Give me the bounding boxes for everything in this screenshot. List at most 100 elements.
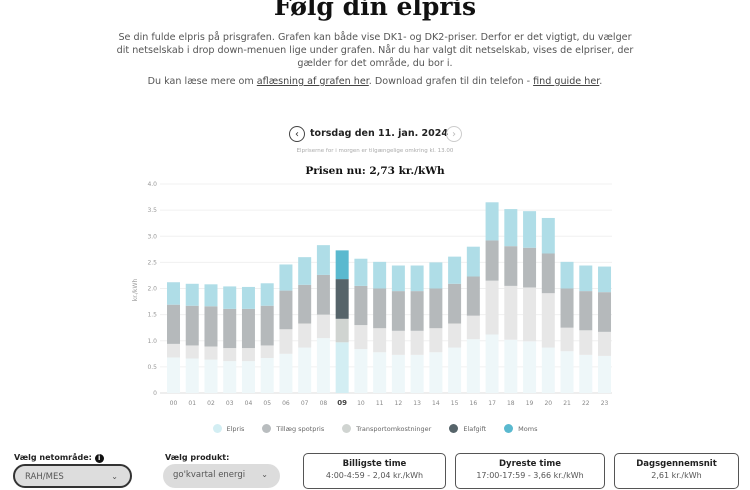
bar-segment-elafgift	[448, 283, 462, 324]
bar-segment-elafgift	[598, 292, 612, 332]
bar-segment-moms	[204, 284, 218, 307]
more-info-text: Du kan læse mere om aflæsning af grafen …	[115, 75, 635, 88]
next-day-button[interactable]: ›	[446, 126, 462, 142]
legend-swatch	[342, 424, 352, 433]
y-tick-label: 2.5	[147, 259, 157, 266]
bar-08[interactable]	[316, 245, 330, 393]
bar-10[interactable]	[354, 258, 368, 393]
bar-segment-moms	[279, 264, 293, 291]
legend-item[interactable]: Elafgift	[449, 424, 486, 433]
bar-segment-transportomkostninger	[485, 280, 499, 335]
page-title: Følg din elpris	[273, 0, 477, 21]
bar-segment-elafgift	[223, 308, 237, 349]
availability-note: Elpriserne for i morgen er tilgængelige …	[296, 148, 454, 154]
bar-segment-transportomkostninger	[241, 348, 255, 362]
previous-day-button[interactable]: ‹	[289, 126, 305, 142]
area-select[interactable]: RAH/MES ⌄	[13, 464, 132, 488]
legend-label: Elpris	[226, 424, 245, 433]
card-value: 17:00-17:59 - 3,66 kr./kWh	[476, 471, 584, 480]
current-price: Prisen nu: 2,73 kr./kWh	[305, 165, 445, 177]
bar-03[interactable]	[223, 286, 237, 393]
legend-item[interactable]: Moms	[504, 424, 537, 433]
bar-segment-elpris	[448, 347, 462, 393]
x-tick-label: 03	[226, 400, 234, 407]
bar-04[interactable]	[241, 286, 255, 393]
bar-segment-elpris	[354, 349, 368, 393]
bar-23[interactable]	[598, 266, 612, 393]
bar-segment-elafgift	[541, 253, 555, 294]
bar-segment-transportomkostninger	[354, 325, 368, 350]
bar-segment-elpris	[335, 342, 349, 393]
bar-segment-moms	[373, 261, 387, 289]
bar-07[interactable]	[298, 257, 312, 393]
bar-00[interactable]	[167, 282, 180, 393]
selected-date: torsdag den 11. jan. 2024	[310, 128, 448, 139]
bar-01[interactable]	[185, 283, 199, 393]
x-tick-label: 11	[376, 400, 384, 407]
bar-segment-elafgift	[204, 306, 218, 347]
bar-06[interactable]	[279, 264, 293, 393]
legend-swatch	[212, 424, 222, 433]
bar-segment-transportomkostninger	[185, 345, 199, 359]
bar-20[interactable]	[541, 217, 555, 393]
product-select[interactable]: go'kvartal energi ⌄	[163, 464, 280, 488]
bar-segment-elpris	[316, 338, 330, 393]
bar-segment-elpris	[541, 347, 555, 393]
product-label: Vælg produkt:	[165, 453, 230, 462]
legend-item[interactable]: Elpris	[212, 424, 245, 433]
legend-swatch	[262, 424, 272, 433]
bar-segment-transportomkostninger	[541, 293, 555, 348]
daily-average-card: Dagsgennemsnit 2,61 kr./kWh	[614, 453, 739, 489]
bar-17[interactable]	[485, 202, 499, 393]
x-tick-label: 21	[563, 400, 571, 407]
y-tick-label: 0	[153, 390, 157, 397]
bar-12[interactable]	[391, 265, 405, 393]
bar-segment-transportomkostninger	[298, 323, 312, 348]
legend-item[interactable]: Transportomkostninger	[342, 424, 431, 433]
legend-item[interactable]: Tillæg spotpris	[262, 424, 324, 433]
y-tick-label: 2.0	[147, 286, 157, 293]
bar-21[interactable]	[560, 261, 574, 393]
product-select-value: go'kvartal energi	[173, 470, 246, 480]
bar-segment-moms	[448, 256, 462, 284]
bar-segment-elafgift	[373, 288, 387, 329]
bar-22[interactable]	[579, 265, 593, 393]
x-tick-label: 20	[544, 400, 552, 407]
card-title: Dagsgennemsnit	[636, 459, 717, 469]
x-tick-label: 01	[188, 400, 196, 407]
bar-segment-transportomkostninger	[373, 328, 387, 353]
bar-segment-moms	[354, 258, 368, 286]
bar-14[interactable]	[429, 262, 443, 393]
bar-02[interactable]	[204, 284, 218, 393]
bar-segment-transportomkostninger	[560, 327, 574, 352]
bar-11[interactable]	[373, 261, 387, 393]
bar-15[interactable]	[448, 256, 462, 393]
bar-segment-elpris	[241, 361, 255, 393]
bar-segment-elpris	[391, 354, 405, 393]
bar-segment-moms	[185, 283, 199, 306]
x-tick-label: 15	[451, 400, 459, 407]
bar-segment-moms	[579, 265, 593, 292]
bar-13[interactable]	[410, 265, 424, 393]
reading-guide-link[interactable]: aflæsning af grafen her	[256, 76, 369, 87]
bar-16[interactable]	[466, 246, 480, 393]
bar-19[interactable]	[523, 211, 537, 393]
bar-segment-transportomkostninger	[223, 348, 237, 362]
y-axis-label: kr./kWh	[132, 279, 139, 302]
bar-segment-elafgift	[260, 305, 274, 346]
info-icon[interactable]: i	[94, 454, 104, 463]
bar-segment-moms	[391, 265, 405, 292]
x-tick-label: 22	[582, 400, 590, 407]
bar-segment-elpris	[410, 354, 424, 393]
bar-segment-elpris	[298, 347, 312, 393]
bar-segment-elpris	[429, 352, 443, 393]
bar-segment-transportomkostninger	[410, 330, 424, 355]
phone-guide-link[interactable]: find guide her	[533, 76, 600, 87]
bar-segment-moms	[560, 261, 574, 289]
bar-segment-moms	[260, 283, 274, 306]
bar-05[interactable]	[260, 283, 274, 393]
bar-segment-elafgift	[523, 247, 537, 288]
bar-18[interactable]	[504, 209, 518, 393]
bar-segment-transportomkostninger	[279, 329, 293, 354]
bar-09[interactable]	[335, 250, 349, 393]
